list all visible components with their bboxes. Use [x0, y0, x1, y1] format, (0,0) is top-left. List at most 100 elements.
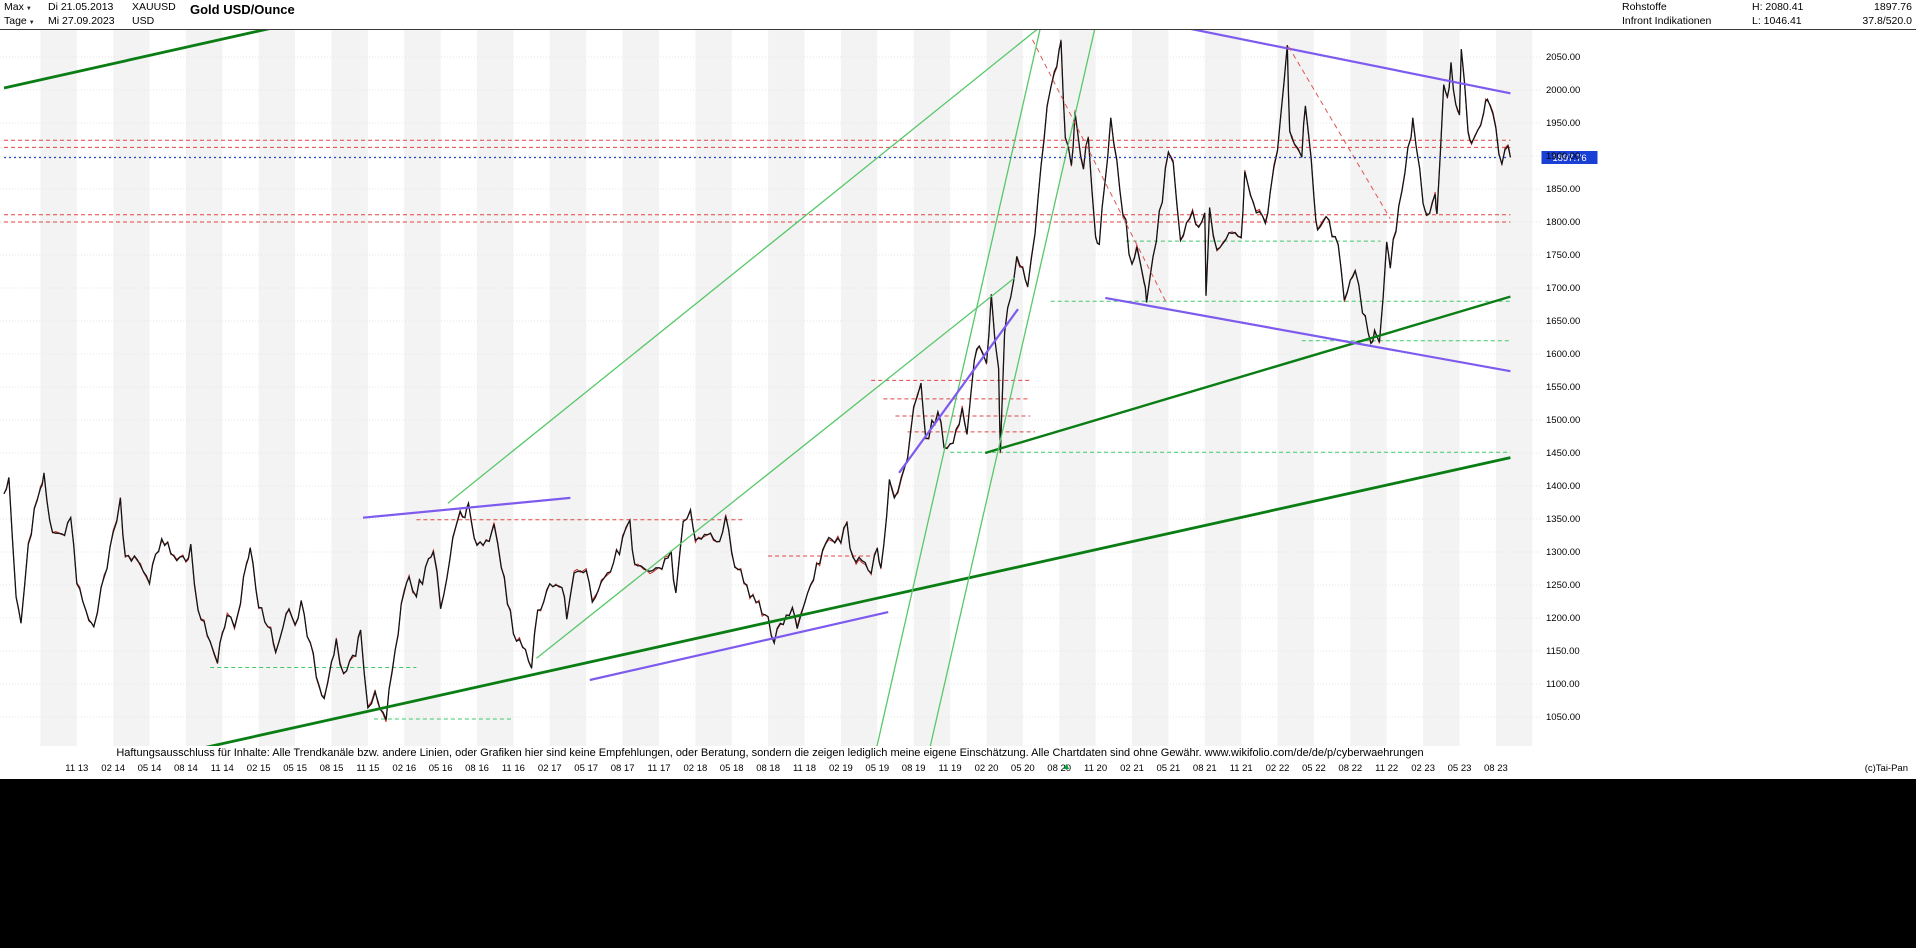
copyright-label: (c)Tai-Pan: [1864, 763, 1908, 774]
trendline-10: [589, 611, 889, 682]
page-title: Gold USD/Ounce: [190, 2, 295, 17]
svg-text:1750.00: 1750.00: [1546, 250, 1580, 261]
trendlines: [3, 30, 1511, 746]
trendline-6: [929, 30, 1096, 746]
x-axis-label: 11 21: [1229, 763, 1253, 774]
x-axis-label: 08 17: [610, 763, 635, 774]
symbol-label: XAUUSD: [132, 1, 176, 13]
x-axis-label: 08 16: [465, 763, 489, 774]
horizontal-levels: [4, 139, 1511, 720]
svg-text:2000.00: 2000.00: [1546, 85, 1580, 96]
trendline-2: [984, 295, 1511, 455]
svg-text:1700.00: 1700.00: [1546, 283, 1580, 294]
x-axis-label: 05 19: [865, 763, 890, 774]
x-axis-label: 02 18: [683, 763, 708, 774]
trendline-13: [1288, 46, 1391, 219]
signal-marker-icon: ▲: [1062, 761, 1071, 771]
x-axis-label: 02 23: [1411, 763, 1435, 774]
price-chart-svg: 1897.76 2050.00 2000.00 1950.00 1900.00 1850.…: [0, 30, 1598, 746]
category-label: Rohstoffe: [1622, 1, 1667, 13]
x-axis-label: 11 13: [65, 763, 89, 774]
x-axis-label: 08 20: [1047, 763, 1072, 774]
svg-text:1250.00: 1250.00: [1546, 580, 1580, 591]
svg-text:1150.00: 1150.00: [1546, 646, 1580, 657]
trendline-0: [3, 30, 270, 90]
trendline-8: [1105, 296, 1511, 373]
svg-text:1100.00: 1100.00: [1546, 679, 1580, 690]
svg-text:1050.00: 1050.00: [1546, 712, 1580, 723]
currency-label: USD: [132, 15, 155, 27]
trendline-3: [447, 30, 1038, 504]
range-select[interactable]: Max ▼: [4, 1, 48, 15]
svg-text:1800.00: 1800.00: [1546, 217, 1580, 228]
period-select-value: Tage: [4, 15, 27, 27]
end-date-label: Mi 27.09.2023: [48, 15, 115, 27]
x-axis-label: 05 16: [428, 763, 453, 774]
svg-text:1500.00: 1500.00: [1546, 415, 1580, 426]
x-axis-label: 11 19: [938, 763, 962, 774]
x-axis-label: 02 17: [537, 763, 562, 774]
trendline-12: [1032, 39, 1167, 303]
range-select-value: Max: [4, 1, 24, 13]
last-price-label: 1897.76: [1874, 1, 1912, 13]
svg-text:1900.00: 1900.00: [1546, 151, 1580, 162]
low-label: L: 1046.41: [1752, 15, 1802, 27]
svg-text:1400.00: 1400.00: [1546, 481, 1580, 492]
background-stripes: [40, 30, 1533, 746]
x-axis-label: 02 20: [974, 763, 999, 774]
x-axis-label: 05 14: [137, 763, 162, 774]
trendline-9: [898, 308, 1019, 474]
x-axis-label: 11 17: [647, 763, 671, 774]
trendline-11: [362, 496, 571, 519]
trendline-5: [876, 30, 1041, 746]
disclaimer-text: Haftungsausschluss für Inhalte: Alle Tre…: [116, 747, 1424, 759]
svg-text:1650.00: 1650.00: [1546, 316, 1580, 327]
x-axis-label: 02 22: [1265, 763, 1290, 774]
x-axis-label: 02 19: [829, 763, 853, 774]
x-axis-label: 05 23: [1447, 763, 1472, 774]
x-axis-label: 08 23: [1484, 763, 1508, 774]
x-axis-label: 05 22: [1302, 763, 1326, 774]
x-axis-label: 05 20: [1010, 763, 1035, 774]
x-axis-label: 02 15: [246, 763, 271, 774]
high-label: H: 2080.41: [1752, 1, 1804, 13]
trendline-4: [536, 277, 1015, 659]
x-axis-label: 08 15: [319, 763, 344, 774]
header-left: Max ▼ Di 21.05.2013 XAUUSD Tage ▼ Mi 27.09…: [0, 0, 295, 29]
svg-text:1300.00: 1300.00: [1546, 547, 1580, 558]
last-price-badge: [1541, 151, 1598, 164]
x-axis: 11 13 02 14 05 14 08 14 11 14 02 15 05 15 08 15…: [0, 760, 1914, 779]
x-axis-label: 11 16: [501, 763, 525, 774]
price-series: [3, 39, 1512, 722]
x-axis-label: 02 14: [101, 763, 126, 774]
y-axis-labels: 2050.00 2000.00 1950.00 1900.00 1850.00 1800.…: [1546, 52, 1580, 723]
chevron-down-icon: ▼: [28, 20, 35, 26]
svg-text:1950.00: 1950.00: [1546, 118, 1580, 129]
x-axis-label: 11 15: [356, 763, 380, 774]
svg-text:1550.00: 1550.00: [1546, 382, 1580, 393]
x-axis-label: 08 19: [901, 763, 926, 774]
chart-window: Max ▼ Di 21.05.2013 XAUUSD Tage ▼ Mi 27.09…: [0, 0, 1916, 780]
x-axis-label: 08 21: [1192, 763, 1217, 774]
x-axis-label: 05 18: [719, 763, 744, 774]
last-price-badge-value: 1897.76: [1552, 153, 1586, 164]
price-chart[interactable]: 1897.76 2050.00 2000.00 1950.00 1900.00 1850.…: [0, 30, 1604, 746]
header-right: Rohstoffe H: 2080.41 1897.76 Infront Ind…: [1622, 0, 1916, 29]
range-info-label: 37.8/520.0: [1862, 15, 1912, 27]
candles-up: [3, 40, 1512, 720]
x-axis-label: 08 14: [174, 763, 198, 774]
start-date-label: Di 21.05.2013: [48, 1, 114, 13]
x-axis-label: 02 21: [1120, 763, 1144, 774]
period-select[interactable]: Tage ▼: [4, 15, 48, 29]
svg-text:1850.00: 1850.00: [1546, 184, 1580, 195]
x-axis-label: 05 21: [1156, 763, 1181, 774]
svg-text:1450.00: 1450.00: [1546, 448, 1580, 459]
x-axis-label: 11 18: [792, 763, 817, 774]
source-label: Infront Indikationen: [1622, 15, 1712, 27]
x-axis-label: 02 16: [392, 763, 417, 774]
svg-text:1600.00: 1600.00: [1546, 349, 1580, 360]
svg-text:1200.00: 1200.00: [1546, 613, 1580, 624]
trendline-7: [1190, 30, 1511, 95]
x-axis-label: 08 18: [756, 763, 780, 774]
